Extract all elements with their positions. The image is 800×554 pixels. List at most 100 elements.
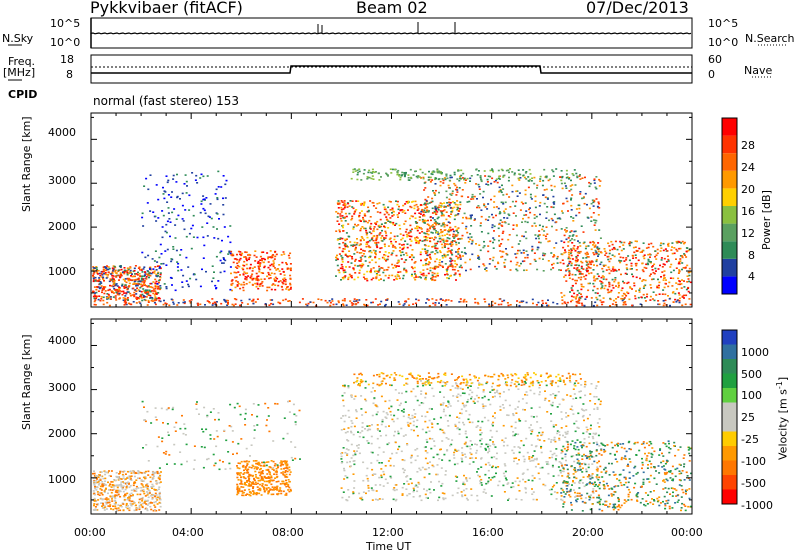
power-echo: [343, 200, 346, 202]
velocity-echo: [376, 459, 379, 462]
power-echo: [142, 278, 145, 280]
power-echo: [679, 255, 682, 257]
power-echo: [448, 228, 450, 231]
power-echo: [487, 219, 490, 221]
velocity-echo: [265, 461, 268, 463]
power-echo: [424, 204, 427, 206]
power-echo: [575, 208, 578, 210]
power-echo: [255, 279, 258, 281]
power-echo: [552, 206, 555, 209]
power-echo: [352, 303, 355, 305]
velocity-echo: [244, 468, 247, 470]
power-echo: [358, 260, 361, 262]
power-echo: [411, 254, 414, 257]
power-echo: [624, 293, 627, 296]
power-echo: [380, 300, 383, 303]
power-echo: [380, 225, 382, 228]
power-echo: [172, 174, 175, 177]
power-echo: [218, 218, 220, 220]
power-echo: [103, 270, 105, 273]
power-echo: [454, 266, 457, 268]
velocity-echo: [242, 473, 245, 475]
power-echo: [501, 201, 504, 204]
power-echo: [372, 178, 375, 180]
power-echo: [409, 229, 412, 232]
power-echo: [169, 221, 172, 223]
velocity-echo: [261, 472, 264, 475]
power-echo: [587, 245, 590, 247]
power-echo: [111, 278, 114, 281]
velocity-echo: [469, 448, 472, 450]
power-echo: [689, 303, 692, 306]
power-echo: [148, 276, 150, 279]
velocity-echo: [271, 486, 274, 488]
power-echo: [561, 212, 564, 214]
power-echo: [215, 301, 218, 303]
power-echo: [636, 240, 638, 243]
power-echo: [500, 256, 503, 258]
power-echo: [662, 289, 665, 291]
power-echo: [460, 266, 463, 269]
velocity-echo: [247, 476, 250, 478]
power-echo: [236, 284, 239, 286]
power-echo: [678, 262, 681, 264]
power-echo: [556, 217, 559, 220]
power-echo: [467, 240, 470, 243]
power-echo: [457, 253, 460, 255]
power-echo: [248, 256, 251, 259]
velocity-echo: [524, 491, 527, 494]
power-echo: [200, 173, 203, 176]
power-echo: [257, 267, 260, 269]
power-echo: [219, 259, 222, 262]
velocity-echo: [147, 470, 150, 473]
power-echo: [535, 237, 538, 240]
power-echo: [424, 211, 427, 213]
velocity-echo: [142, 490, 145, 493]
power-echo: [422, 274, 425, 277]
power-echo: [145, 278, 148, 280]
power-echo: [172, 303, 175, 305]
power-echo: [561, 296, 564, 298]
velocity-echo: [459, 394, 462, 397]
power-echo: [427, 272, 430, 275]
power-echo: [406, 246, 409, 249]
power-echo: [567, 241, 570, 243]
power-echo: [454, 273, 457, 275]
velocity-echo: [114, 491, 117, 493]
power-echo: [204, 212, 207, 215]
power-echo: [403, 173, 406, 175]
velocity-echo: [105, 499, 108, 501]
velocity-echo: [105, 508, 108, 510]
power-echo: [112, 278, 115, 280]
power-echo: [221, 239, 223, 242]
velocity-echo: [119, 470, 122, 473]
power-echo: [219, 271, 222, 274]
velocity-echo: [380, 468, 383, 470]
power-echo: [568, 249, 571, 252]
power-echo: [649, 299, 652, 301]
power-echo: [363, 227, 365, 230]
power-echo: [155, 220, 158, 222]
power-echo: [597, 202, 600, 205]
power-echo: [114, 284, 117, 286]
power-echo: [434, 242, 437, 245]
velocity-echo: [119, 490, 122, 493]
power-echo: [354, 272, 357, 274]
power-echo: [162, 214, 165, 217]
power-echo: [651, 265, 654, 267]
velocity-echo: [554, 397, 557, 399]
power-echo: [392, 250, 395, 252]
velocity-echo: [438, 496, 441, 499]
velocity-echo: [586, 417, 589, 420]
power-echo: [213, 271, 215, 273]
power-echo: [429, 227, 431, 230]
velocity-echo: [390, 477, 393, 479]
power-echo: [289, 288, 292, 290]
velocity-echo: [158, 482, 161, 484]
power-echo: [245, 278, 248, 281]
velocity-echo: [126, 477, 128, 479]
power-echo: [537, 301, 540, 304]
power-echo: [124, 280, 126, 282]
velocity-echo: [440, 485, 443, 487]
power-echo: [514, 253, 517, 255]
